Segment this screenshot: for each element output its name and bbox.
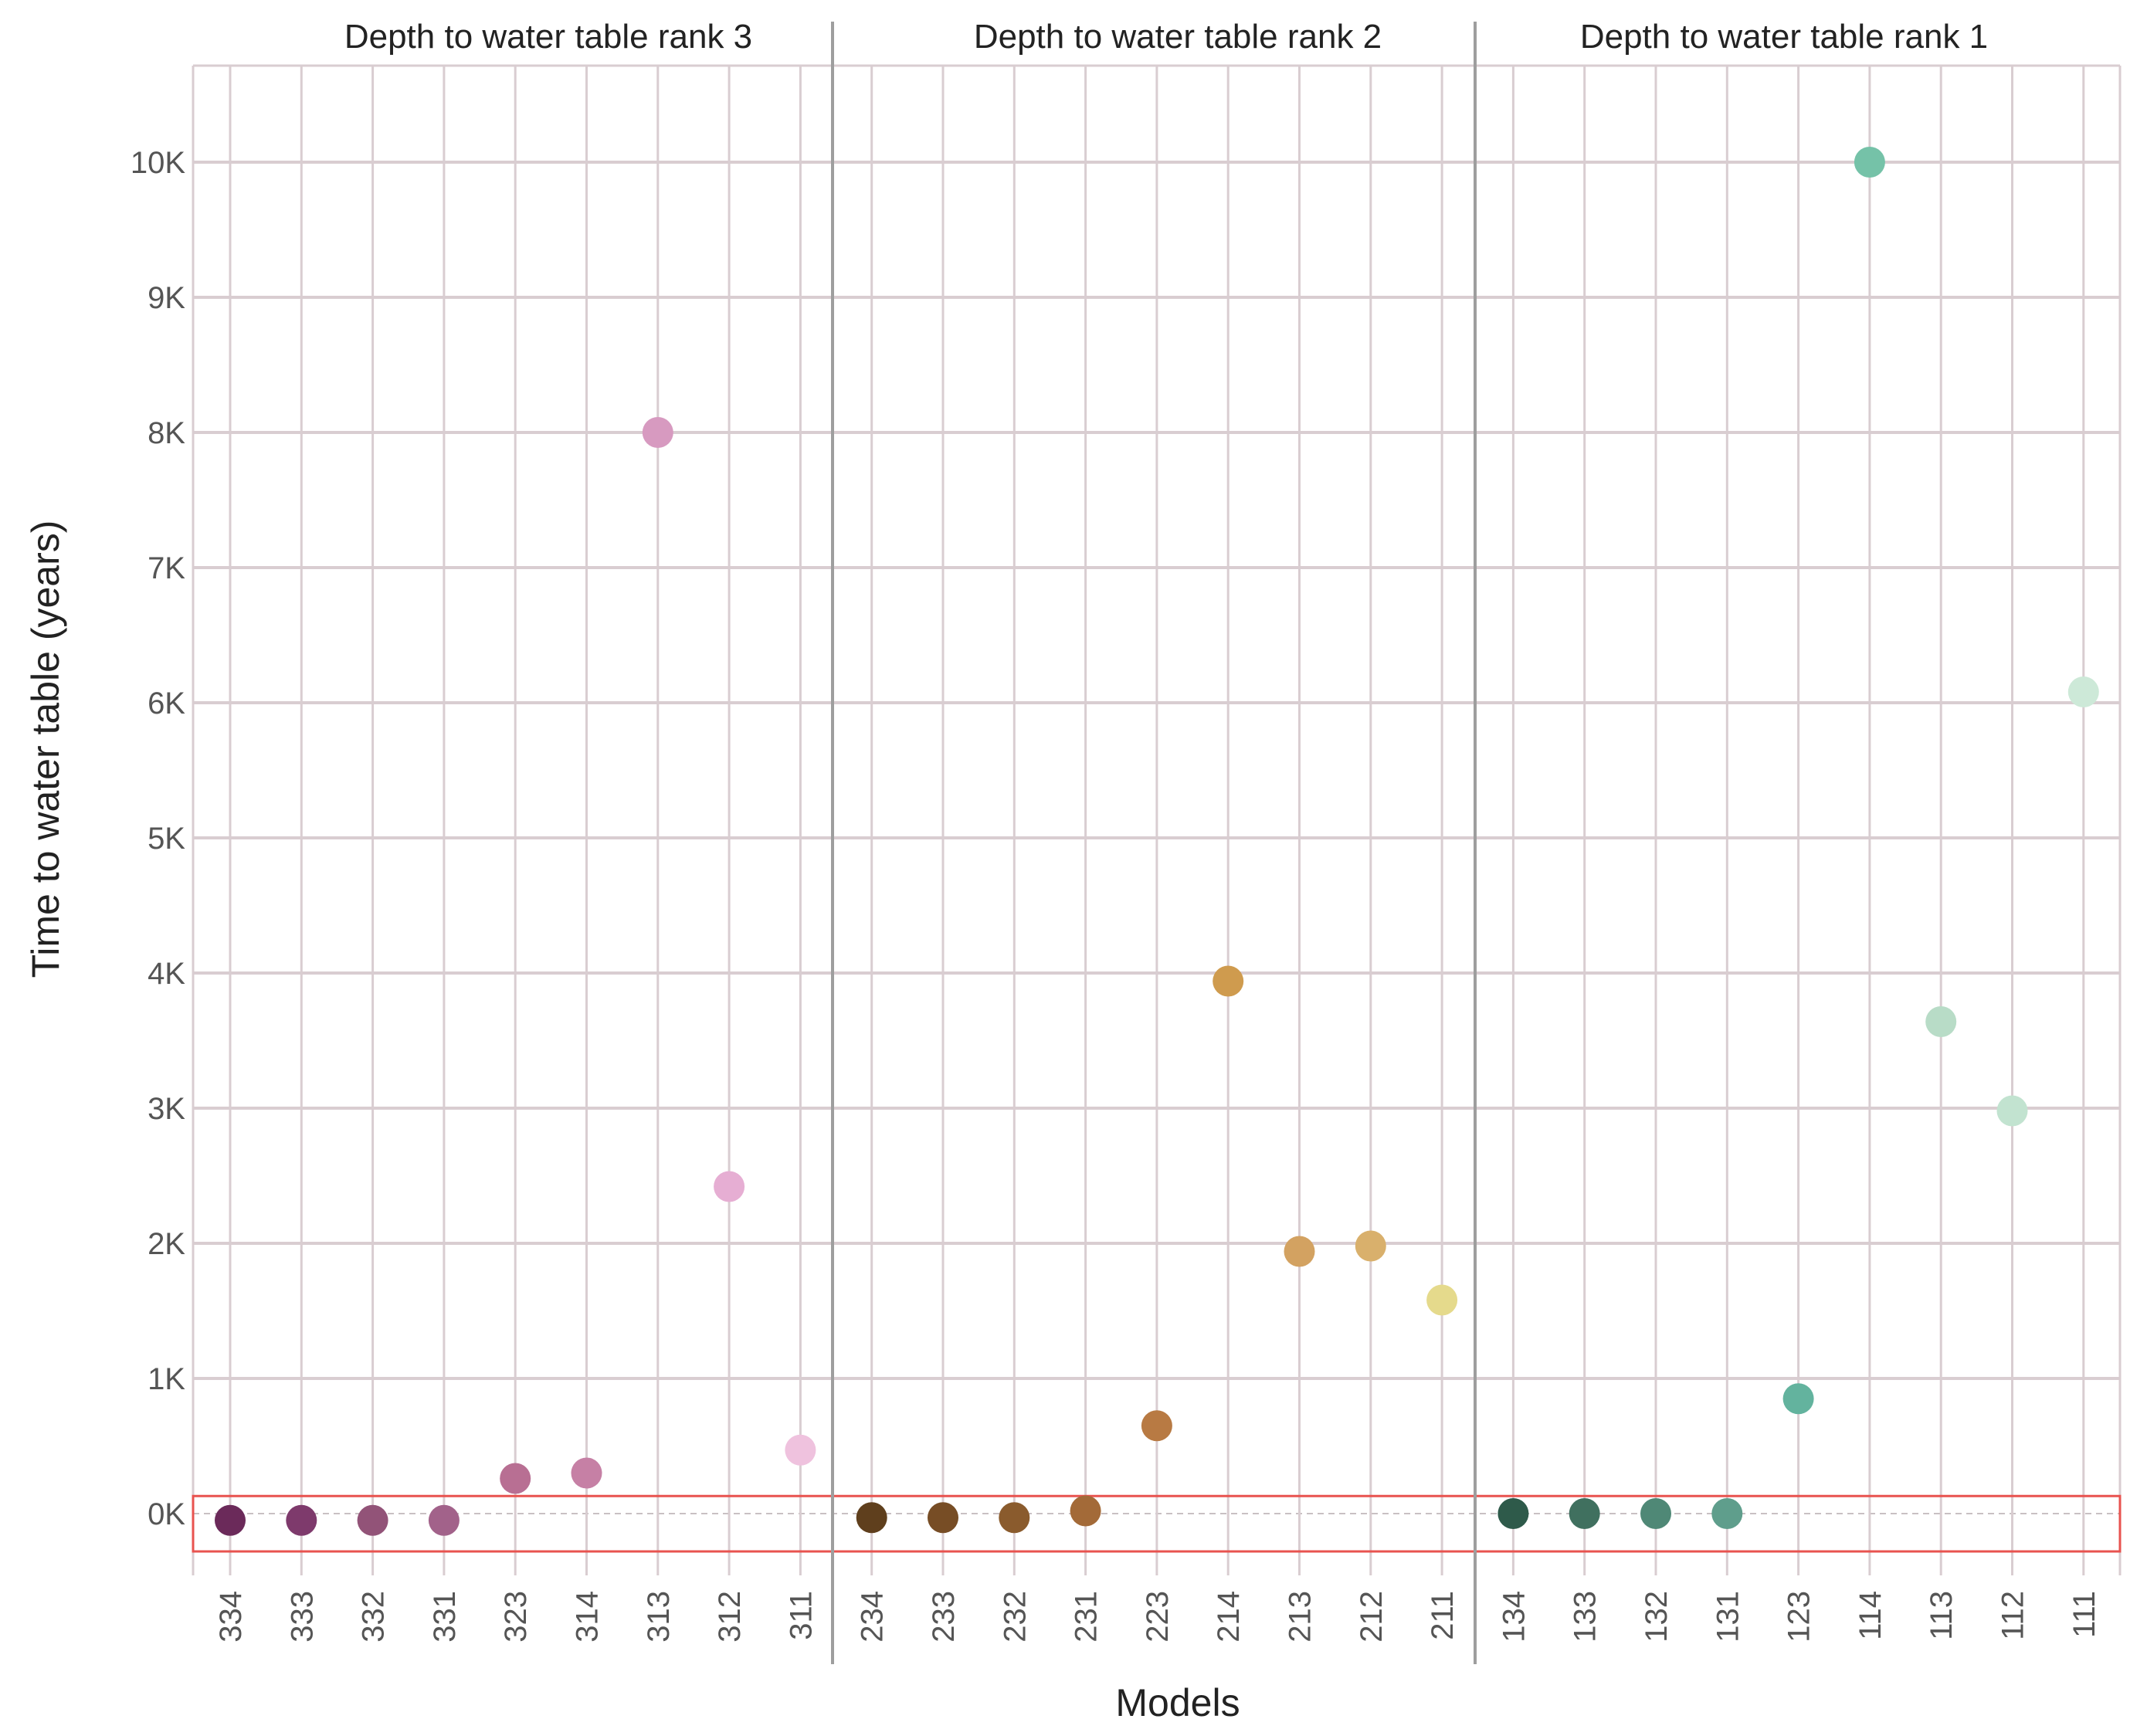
data-point xyxy=(714,1171,745,1202)
y-tick-label: 0K xyxy=(148,1497,185,1531)
x-tick-label: 313 xyxy=(642,1591,676,1643)
data-points xyxy=(215,147,2099,1536)
x-tick-label: 131 xyxy=(1711,1591,1745,1643)
panel-titles: Depth to water table rank 3 Depth to wate… xyxy=(344,18,1988,56)
data-point xyxy=(1854,147,1885,178)
data-point xyxy=(1996,1095,2028,1127)
data-point xyxy=(1640,1498,1671,1529)
y-axis-title: Time to water table (years) xyxy=(24,520,67,978)
y-axis-ticks: 0K 1K 2K 3K 4K 5K 6K 7K 8K 9K 10K xyxy=(131,146,185,1531)
x-tick-label: 334 xyxy=(214,1591,248,1643)
x-tick-label: 111 xyxy=(2067,1591,2101,1638)
y-tick-label: 8K xyxy=(148,416,185,450)
y-tick-label: 5K xyxy=(148,822,185,856)
data-point xyxy=(1070,1495,1101,1527)
data-point xyxy=(500,1463,531,1494)
y-tick-label: 1K xyxy=(148,1362,185,1396)
x-tick-label: 113 xyxy=(1925,1591,1959,1640)
x-tick-label: 231 xyxy=(1070,1591,1104,1643)
data-point xyxy=(357,1504,388,1536)
x-tick-label: 234 xyxy=(856,1591,890,1643)
data-point xyxy=(1426,1284,1458,1316)
x-tick-label: 331 xyxy=(428,1591,462,1643)
x-tick-label: 314 xyxy=(571,1591,605,1643)
x-tick-label: 214 xyxy=(1212,1591,1246,1643)
data-point xyxy=(1569,1498,1600,1529)
x-axis-ticks: 334 333 332 331 323 314 313 312 311 234 233 232 231 2… xyxy=(214,1591,2101,1643)
panel-title: Depth to water table rank 1 xyxy=(1580,18,1988,56)
y-tick-label: 2K xyxy=(148,1227,185,1261)
y-tick-label: 9K xyxy=(148,281,185,315)
x-tick-label: 223 xyxy=(1141,1591,1175,1643)
y-tick-label: 6K xyxy=(148,687,185,721)
x-tick-label: 132 xyxy=(1640,1591,1674,1643)
x-tick-label: 312 xyxy=(713,1591,747,1643)
y-tick-label: 7K xyxy=(148,551,185,585)
x-tick-label: 213 xyxy=(1284,1591,1318,1643)
y-tick-label: 3K xyxy=(148,1092,185,1126)
panel-title: Depth to water table rank 3 xyxy=(344,18,752,56)
x-tick-label: 134 xyxy=(1497,1591,1531,1643)
data-point xyxy=(642,417,673,448)
data-point xyxy=(1711,1498,1743,1529)
x-tick-label: 112 xyxy=(1996,1591,2030,1640)
x-tick-label: 114 xyxy=(1854,1591,1888,1640)
data-point xyxy=(1213,965,1244,997)
x-tick-label: 211 xyxy=(1426,1591,1460,1640)
data-point xyxy=(928,1502,958,1534)
x-tick-label: 232 xyxy=(998,1591,1032,1643)
data-point xyxy=(1497,1498,1529,1529)
data-point xyxy=(571,1457,602,1489)
data-point xyxy=(428,1504,460,1536)
x-tick-label: 333 xyxy=(285,1591,319,1643)
y-tick-label: 4K xyxy=(148,957,185,991)
data-point xyxy=(999,1502,1030,1534)
x-tick-label: 323 xyxy=(499,1591,533,1643)
x-tick-label: 332 xyxy=(357,1591,391,1643)
data-point xyxy=(215,1504,246,1536)
data-point xyxy=(2067,676,2099,707)
panel-dividers xyxy=(831,22,1477,1664)
x-tick-label: 212 xyxy=(1355,1591,1389,1643)
highlight-band xyxy=(192,1494,2122,1553)
data-point xyxy=(1355,1230,1386,1262)
data-point xyxy=(785,1434,816,1466)
x-tick-label: 123 xyxy=(1782,1591,1816,1643)
grid xyxy=(192,64,2122,1575)
x-tick-label: 133 xyxy=(1569,1591,1603,1643)
data-point xyxy=(1141,1410,1172,1442)
highlight-band-layer xyxy=(192,1494,2122,1553)
y-tick-label: 10K xyxy=(131,146,185,180)
data-point xyxy=(1925,1006,1957,1037)
panel-title: Depth to water table rank 2 xyxy=(974,18,1382,56)
data-point xyxy=(1284,1236,1315,1267)
data-point xyxy=(286,1504,317,1536)
x-tick-label: 311 xyxy=(784,1591,818,1640)
x-axis-title: Models xyxy=(1115,1681,1240,1724)
data-point xyxy=(856,1502,887,1534)
x-tick-label: 233 xyxy=(927,1591,961,1643)
data-point xyxy=(1782,1383,1814,1415)
